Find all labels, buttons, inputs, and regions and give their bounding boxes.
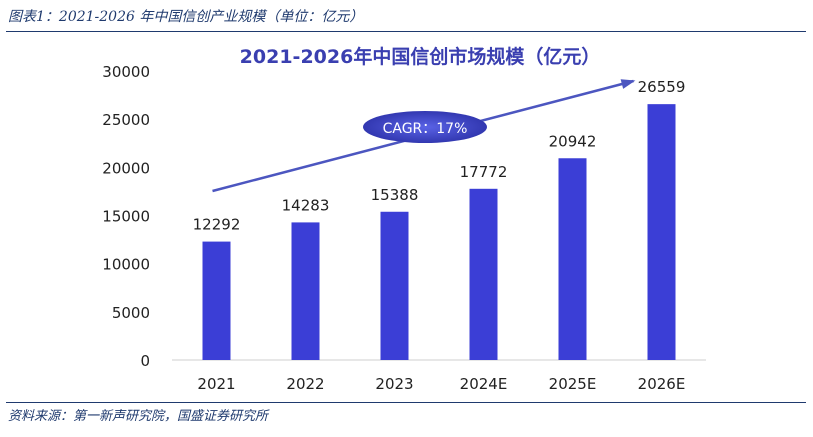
bar — [469, 188, 498, 360]
y-tick-label: 20000 — [102, 159, 150, 177]
bar — [558, 158, 587, 360]
bar-value-label: 14283 — [282, 196, 330, 214]
source-note: 资料来源：第一新声研究院，国盛证券研究所 — [8, 409, 269, 424]
y-tick-label: 10000 — [102, 256, 150, 274]
y-tick-label: 15000 — [102, 208, 150, 226]
chart-title: 2021-2026年中国信创市场规模（亿元） — [240, 45, 601, 68]
trend-arrowhead — [620, 79, 636, 89]
caption-rule — [6, 31, 806, 32]
cagr-label: CAGR：17% — [383, 121, 468, 137]
bar-value-label: 20942 — [549, 132, 597, 150]
x-tick-label: 2024E — [460, 375, 508, 393]
bar — [647, 104, 676, 360]
bar — [291, 222, 320, 360]
y-tick-label: 30000 — [102, 63, 150, 81]
bar-value-label: 12292 — [193, 216, 241, 234]
y-tick-label: 0 — [140, 352, 150, 370]
source-rule — [6, 402, 806, 403]
cagr-badge: CAGR：17% — [363, 111, 487, 143]
x-tick-label: 2021 — [197, 375, 235, 393]
bar — [202, 241, 231, 360]
y-tick-label: 5000 — [112, 304, 150, 322]
x-tick-label: 2023 — [375, 375, 413, 393]
bar-value-label: 26559 — [638, 78, 686, 96]
figure-caption: 图表1：2021-2026 年中国信创产业规模（单位：亿元） — [8, 9, 364, 25]
bar-value-label: 17772 — [460, 163, 508, 181]
x-tick-label: 2022 — [286, 375, 324, 393]
bar-value-label: 15388 — [371, 186, 419, 204]
x-tick-label: 2025E — [549, 375, 597, 393]
x-tick-label: 2026E — [638, 375, 686, 393]
bar — [380, 211, 409, 360]
y-tick-label: 25000 — [102, 111, 150, 129]
